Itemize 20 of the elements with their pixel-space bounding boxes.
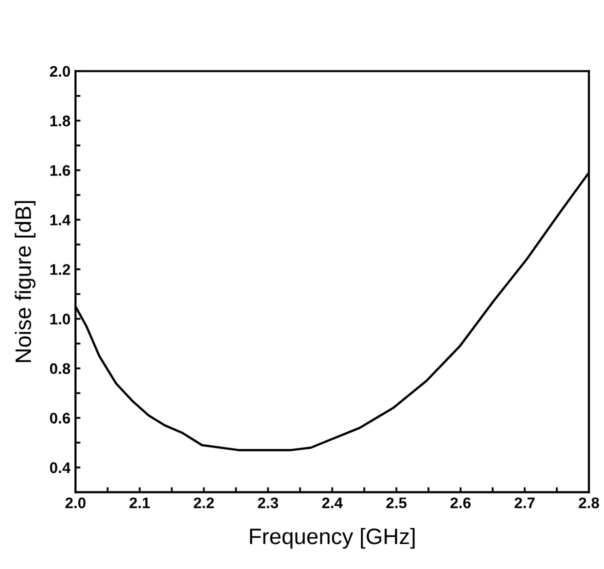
x-tick-label: 2.3 — [258, 497, 278, 508]
y-tick-label: 1.0 — [50, 314, 70, 324]
x-axis-title: Frequency [GHz] — [250, 528, 415, 549]
x-tick-label: 2.7 — [514, 497, 535, 508]
x-tick-label: 2.8 — [578, 497, 600, 508]
y-tick-label: 1.4 — [50, 214, 71, 226]
y-axis-title: Noise figure [dB] — [14, 201, 36, 362]
x-tick-label: 2.6 — [450, 497, 471, 508]
y-tick-label: 1.8 — [50, 116, 70, 126]
y-tick-label: 1.6 — [50, 165, 70, 176]
y-tick-label: 0.4 — [50, 462, 71, 474]
y-tick-label: 1.2 — [50, 264, 70, 275]
y-tick-label: 2.0 — [50, 66, 70, 77]
x-tick-label: 2.0 — [65, 497, 86, 508]
x-tick-label: 2.2 — [194, 497, 214, 508]
y-tick-label: 0.6 — [50, 412, 70, 424]
x-tick-label: 2.5 — [386, 497, 407, 508]
x-tick-label: 2.1 — [130, 497, 150, 508]
y-tick-label: 0.8 — [50, 363, 70, 374]
x-tick-label: 2.4 — [322, 497, 343, 508]
